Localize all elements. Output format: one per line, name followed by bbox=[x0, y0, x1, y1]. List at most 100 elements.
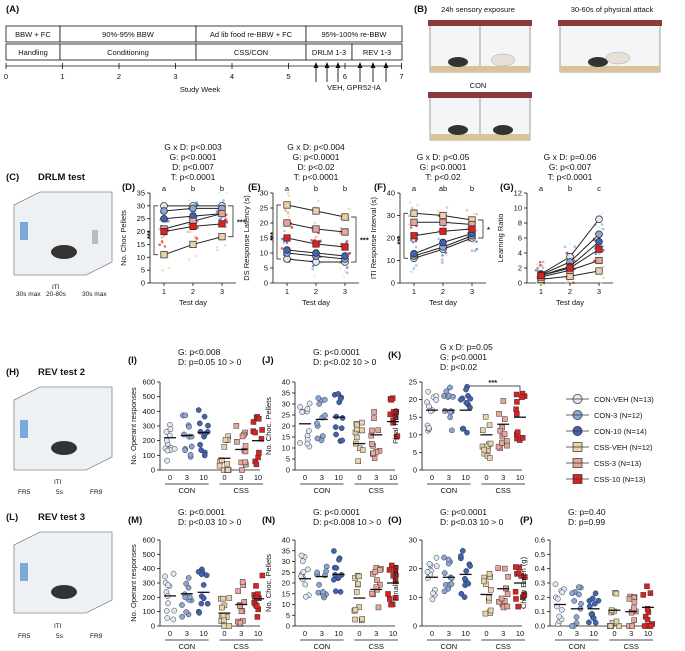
data-point bbox=[641, 623, 648, 629]
data-point bbox=[631, 605, 637, 611]
data-point bbox=[314, 569, 321, 576]
data-point bbox=[285, 241, 289, 244]
apparatus-rev3-t4: FR9 bbox=[90, 633, 103, 640]
y-axis-label: No. Operant responses bbox=[129, 387, 138, 465]
data-point bbox=[311, 264, 315, 268]
injection-arrowhead-icon bbox=[357, 62, 363, 68]
timeline-drug-label: VEH, GPR52-IA bbox=[327, 83, 381, 92]
data-point bbox=[486, 570, 493, 577]
mean-marker bbox=[439, 227, 447, 235]
data-point bbox=[311, 267, 314, 271]
data-point bbox=[185, 584, 192, 591]
data-point bbox=[464, 429, 470, 436]
data-point bbox=[441, 408, 448, 414]
data-point bbox=[330, 576, 337, 583]
panel-label-c: (C) bbox=[6, 172, 19, 183]
data-point bbox=[164, 447, 171, 454]
data-point bbox=[163, 608, 170, 614]
y-tick-label: 12 bbox=[514, 189, 522, 198]
data-point bbox=[556, 613, 563, 620]
x-tick-label: 1 bbox=[539, 287, 543, 296]
data-point bbox=[601, 227, 605, 231]
data-point bbox=[348, 252, 351, 255]
data-point bbox=[410, 206, 414, 210]
data-point bbox=[514, 411, 520, 417]
data-point bbox=[339, 415, 346, 421]
mean-marker bbox=[312, 240, 320, 248]
y-tick-label: 0 bbox=[286, 466, 290, 475]
data-point bbox=[576, 591, 582, 598]
x-tick-label: 2 bbox=[191, 287, 195, 296]
apparatus-drlm-t1: 30s max bbox=[16, 291, 41, 298]
x-tick-label: 10 bbox=[389, 629, 397, 638]
x-tick-label: 3 bbox=[320, 629, 324, 638]
data-point bbox=[467, 404, 473, 411]
data-point bbox=[552, 581, 559, 588]
data-point bbox=[221, 617, 227, 623]
panel-label: (F) bbox=[374, 182, 386, 193]
stat-line: D: p<0.02 bbox=[297, 162, 334, 172]
group-label: CSS bbox=[495, 642, 510, 651]
stat-line: D: p=0.99 bbox=[568, 517, 605, 527]
injection-arrowhead-icon bbox=[335, 62, 341, 68]
x-tick-label: 3 bbox=[597, 287, 601, 296]
data-point bbox=[258, 436, 265, 442]
data-point bbox=[313, 221, 317, 225]
x-tick-label: 1 bbox=[285, 287, 289, 296]
data-point bbox=[463, 568, 470, 574]
mouse-black-icon bbox=[51, 441, 77, 455]
data-point bbox=[504, 603, 511, 610]
data-point bbox=[498, 595, 505, 602]
data-point bbox=[182, 412, 189, 419]
y-tick-label: 30 bbox=[387, 211, 395, 220]
data-point bbox=[436, 209, 440, 212]
group-label: CON bbox=[178, 486, 195, 495]
y-tick-label: 20 bbox=[260, 219, 268, 228]
data-point bbox=[424, 575, 431, 582]
data-point bbox=[310, 239, 313, 242]
data-point bbox=[392, 409, 399, 415]
data-point bbox=[465, 580, 472, 587]
y-tick-label: 500 bbox=[142, 392, 155, 401]
data-point bbox=[462, 575, 468, 582]
panel-label: (K) bbox=[388, 350, 401, 361]
timeline-rev-label: REV 1-3 bbox=[363, 48, 391, 57]
y-axis-label: No. Choc. Pellets bbox=[264, 554, 273, 612]
significance-letter: a bbox=[285, 184, 290, 193]
panel-label: (D) bbox=[122, 182, 135, 193]
data-point bbox=[445, 556, 452, 563]
y-tick-label: 40 bbox=[282, 536, 290, 545]
data-point bbox=[181, 431, 187, 438]
data-point bbox=[161, 268, 164, 272]
y-tick-label: 0 bbox=[141, 279, 145, 288]
stat-line: G: p<0.0001 bbox=[419, 162, 466, 172]
data-point bbox=[237, 603, 243, 609]
mouse-black-icon bbox=[448, 57, 468, 67]
x-tick-label: 0 bbox=[357, 473, 361, 482]
data-point bbox=[541, 266, 545, 269]
stat-line: D: p<0.03 10 > 0 bbox=[440, 517, 504, 527]
data-point bbox=[607, 623, 614, 629]
data-point bbox=[163, 245, 167, 248]
x-tick-label: 3 bbox=[374, 629, 378, 638]
y-tick-label: 600 bbox=[142, 378, 155, 387]
x-tick-label: 10 bbox=[199, 629, 207, 638]
mean-marker bbox=[189, 222, 197, 230]
exposure-attack-title: 30-60s of physical attack bbox=[571, 5, 654, 14]
data-point bbox=[498, 440, 505, 446]
data-point bbox=[515, 570, 522, 577]
mean-marker bbox=[218, 233, 226, 241]
data-point bbox=[321, 396, 328, 403]
data-point bbox=[474, 229, 478, 232]
timeline-tick-label: 0 bbox=[4, 72, 8, 81]
timeline-tick-label: 5 bbox=[286, 72, 290, 81]
x-axis-label: Test day bbox=[429, 298, 457, 307]
data-point bbox=[216, 462, 223, 469]
data-point bbox=[573, 614, 580, 620]
y-tick-label: 35 bbox=[137, 189, 145, 198]
sig-stars-left: *** bbox=[145, 230, 154, 239]
data-point bbox=[495, 443, 502, 450]
cage-attack bbox=[558, 20, 662, 73]
